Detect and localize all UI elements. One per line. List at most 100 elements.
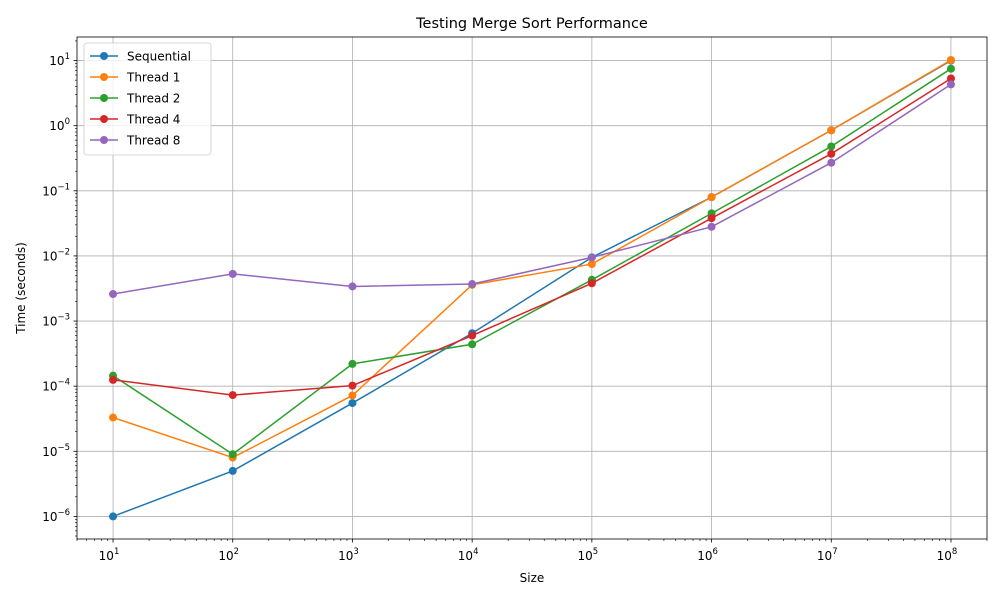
legend-box: [83, 42, 212, 156]
x-tick-exponent: 3: [353, 547, 358, 557]
y-tick-base: 10: [42, 380, 57, 394]
series-thread-8: [109, 80, 955, 299]
data-point-thread-1: [707, 193, 716, 202]
legend-item-sequential: Sequential: [90, 50, 191, 64]
y-tick-label: 100: [49, 117, 70, 133]
legend-label: Thread 8: [126, 134, 180, 148]
series-thread-2: [109, 64, 955, 459]
data-point-thread-8: [109, 290, 118, 299]
x-tick-exponent: 7: [832, 547, 837, 557]
legend-swatch-marker: [100, 73, 108, 81]
legend-swatch-marker: [100, 94, 108, 102]
data-point-thread-4: [946, 74, 955, 83]
x-tick-exponent: 6: [712, 547, 717, 557]
series-line-thread-1: [112, 59, 952, 459]
data-point-thread-4: [109, 375, 118, 384]
data-point-thread-8: [707, 222, 716, 231]
y-tick-base: 10: [42, 445, 57, 459]
y-tick-label: 101: [49, 52, 70, 68]
series-thread-4: [109, 74, 955, 400]
x-tick-base: 10: [458, 549, 473, 563]
data-point-thread-8: [468, 280, 477, 289]
legend-swatch-marker: [100, 136, 108, 144]
x-tick-exponent: 5: [593, 547, 598, 557]
data-point-thread-1: [348, 391, 357, 400]
chart-title: Testing Merge Sort Performance: [415, 16, 648, 32]
y-tick-label: 10−3: [42, 313, 70, 329]
data-point-thread-8: [348, 282, 357, 291]
x-tick-label: 108: [937, 547, 958, 563]
x-tick-base: 10: [817, 549, 832, 563]
legend-item-thread-4: Thread 4: [90, 113, 180, 127]
y-tick-exponent: 0: [65, 117, 70, 127]
legend-label: Sequential: [127, 50, 191, 64]
y-tick-exponent: −3: [57, 313, 70, 323]
x-tick-base: 10: [338, 549, 353, 563]
legend-swatch-marker: [100, 52, 108, 60]
data-point-thread-2: [348, 359, 357, 368]
data-point-thread-4: [468, 331, 477, 340]
x-tick-base: 10: [218, 549, 233, 563]
y-tick-base: 10: [49, 119, 64, 133]
y-tick-label: 10−5: [42, 443, 70, 459]
y-tick-base: 10: [49, 54, 64, 68]
x-tick-label: 103: [338, 547, 359, 563]
data-point-thread-8: [827, 158, 836, 167]
x-tick-exponent: 8: [952, 547, 957, 557]
data-point-thread-8: [228, 269, 237, 278]
series-layer: [109, 55, 955, 521]
y-tick-label: 10−4: [42, 378, 70, 394]
data-point-thread-2: [468, 340, 477, 349]
data-point-sequential: [109, 512, 118, 521]
y-tick-exponent: −1: [57, 182, 70, 192]
legend-item-thread-2: Thread 2: [90, 92, 180, 106]
grid: [77, 37, 987, 539]
data-point-thread-1: [587, 260, 596, 269]
y-tick-label: 10−1: [42, 182, 70, 198]
y-tick-exponent: −5: [57, 443, 70, 453]
y-tick-exponent: 1: [65, 52, 70, 62]
x-tick-exponent: 2: [234, 547, 239, 557]
y-tick-exponent: −6: [57, 508, 70, 518]
data-point-thread-2: [946, 64, 955, 73]
x-tick-base: 10: [578, 549, 593, 563]
data-point-thread-4: [587, 279, 596, 288]
series-line-thread-8: [112, 83, 952, 295]
legend-item-thread-1: Thread 1: [90, 71, 180, 85]
y-tick-label: 10−6: [42, 508, 70, 524]
legend-swatch-marker: [100, 115, 108, 123]
x-tick-base: 10: [697, 549, 712, 563]
x-tick-label: 106: [697, 547, 718, 563]
x-tick-exponent: 4: [473, 547, 478, 557]
x-tick-label: 107: [817, 547, 838, 563]
data-point-thread-4: [228, 391, 237, 400]
legend-label: Thread 4: [126, 113, 180, 127]
x-tick-label: 104: [458, 547, 479, 563]
data-point-thread-8: [946, 80, 955, 89]
y-tick-base: 10: [42, 510, 57, 524]
x-tick-base: 10: [99, 549, 114, 563]
y-tick-base: 10: [42, 184, 57, 198]
data-point-thread-2: [228, 450, 237, 459]
ticks: 101 102 103 104 105 106 107 10810−610−510−410−3…: [42, 40, 988, 563]
x-tick-base: 10: [937, 549, 952, 563]
x-axis-title: Size: [520, 571, 545, 585]
data-point-thread-1: [946, 55, 955, 64]
x-tick-label: 105: [578, 547, 599, 563]
data-point-thread-2: [827, 142, 836, 151]
data-point-thread-4: [827, 149, 836, 158]
data-point-thread-1: [109, 413, 118, 422]
data-point-thread-1: [827, 126, 836, 135]
series-line-thread-2: [112, 68, 952, 456]
y-tick-label: 10−2: [42, 247, 70, 263]
y-tick-exponent: −4: [57, 378, 70, 388]
legend-item-thread-8: Thread 8: [90, 134, 180, 148]
legend-label: Thread 1: [126, 71, 180, 85]
data-point-thread-8: [587, 253, 596, 262]
data-point-thread-4: [348, 381, 357, 390]
y-axis-title: Time (seconds): [14, 242, 28, 335]
data-point-thread-4: [707, 214, 716, 223]
data-point-sequential: [228, 466, 237, 475]
data-point-sequential: [348, 399, 357, 408]
plot-frame: [76, 36, 988, 540]
